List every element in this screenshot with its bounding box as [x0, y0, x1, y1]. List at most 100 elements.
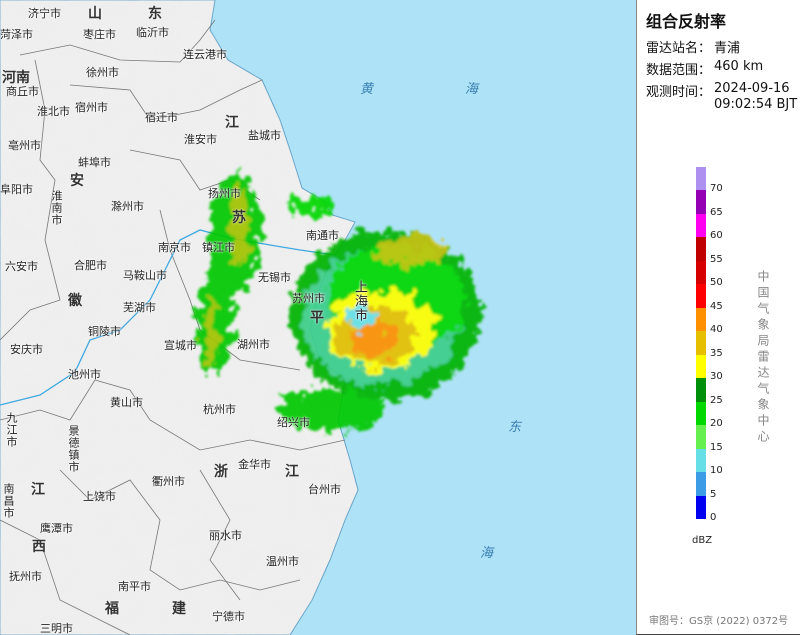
city-label: 亳州市 — [8, 139, 41, 152]
info-panel: 组合反射率 雷达站名： 青浦 数据范围： 460 km 观测时间： 2024-09-1… — [636, 0, 800, 635]
city-label: 三明市 — [40, 622, 73, 635]
city-label: 临沂市 — [136, 26, 169, 39]
city-label: 扬州市 — [208, 187, 241, 200]
city-label: 宿迁市 — [145, 111, 178, 124]
time-clock: 09:02:54 BJT — [714, 97, 798, 112]
legend-tick-label: 5 — [710, 488, 717, 500]
city-label: 南通市 — [306, 229, 339, 242]
city-label: 景德镇市 — [67, 425, 80, 473]
time-label: 观测时间： — [646, 85, 712, 100]
legend-tick-label: 25 — [710, 394, 723, 406]
city-label: 丽水市 — [209, 529, 242, 542]
legend-color-segment — [696, 354, 706, 379]
product-title: 组合反射率 — [646, 12, 727, 31]
legend-tick-label: 35 — [710, 347, 723, 359]
province-label: 建 — [172, 601, 186, 617]
city-label: 淮南市 — [50, 190, 63, 226]
legend-color-segment — [696, 237, 706, 262]
legend-color-segment — [696, 167, 706, 191]
province-label: 江 — [225, 115, 239, 131]
legend-tick-label: 55 — [710, 253, 723, 265]
city-label: 台州市 — [308, 483, 341, 496]
legend-color-segment — [696, 260, 706, 285]
province-label: 河南 — [2, 70, 30, 86]
color-legend-bar — [696, 167, 706, 520]
city-label: 盐城市 — [248, 129, 281, 142]
legend-color-segment — [696, 472, 706, 497]
city-label: 上饶市 — [83, 490, 116, 503]
legend-color-segment — [696, 284, 706, 309]
city-label: 镇江市 — [202, 241, 235, 254]
city-label: 南昌市 — [2, 483, 15, 519]
range-value: 460 km — [714, 59, 764, 74]
city-label: 宿州市 — [75, 101, 108, 114]
city-label: 菏泽市 — [0, 28, 33, 41]
city-label: 蚌埠市 — [78, 156, 111, 169]
yangtze-river — [0, 229, 336, 406]
radar-map[interactable]: 黄 海 东 海 山 东 河南 江 安 苏 徽 浙 江 江 西 福 建 平 济宁市… — [0, 0, 636, 635]
map-canvas — [0, 0, 480, 635]
legend-color-segment — [696, 495, 706, 520]
city-label: 温州市 — [266, 555, 299, 568]
city-label: 苏州市 — [292, 292, 325, 305]
legend-tick-label: 65 — [710, 206, 723, 218]
city-label: 衢州市 — [152, 475, 185, 488]
city-label: 阜阳市 — [0, 183, 33, 196]
legend-tick-label: 40 — [710, 324, 723, 336]
city-label: 南京市 — [158, 241, 191, 254]
legend-tick-label: 15 — [710, 441, 723, 453]
station-row: 雷达站名： 青浦 — [646, 37, 740, 56]
legend-color-segment — [696, 307, 706, 332]
legend-tick-label: 30 — [710, 371, 723, 383]
legend-color-segment — [696, 425, 706, 450]
city-label: 上海市 — [352, 280, 367, 322]
province-label: 福 — [105, 601, 119, 617]
province-label: 苏 — [232, 210, 246, 226]
city-label: 安庆市 — [10, 343, 43, 356]
province-label: 山 — [88, 6, 102, 22]
province-label: 东 — [148, 6, 162, 22]
city-label: 济宁市 — [28, 7, 61, 20]
legend-tick-label: 70 — [710, 183, 723, 195]
range-row: 数据范围： 460 km — [646, 59, 763, 78]
city-label: 池州市 — [68, 368, 101, 381]
legend-unit: dBZ — [692, 535, 713, 546]
province-label: 浙 — [214, 464, 228, 480]
legend-color-segment — [696, 331, 706, 356]
sea-label: 海 — [480, 546, 494, 561]
province-label: 安 — [70, 173, 84, 189]
station-label: 雷达站名： — [646, 41, 712, 56]
city-label: 铜陵市 — [88, 325, 121, 338]
city-label: 湖州市 — [237, 338, 270, 351]
credit-text: 中国气象局雷达气象中心 — [756, 270, 770, 446]
map-approval-number: 审图号：GS京 (2022) 0372号 — [649, 616, 789, 627]
city-label: 宁德市 — [212, 610, 245, 623]
city-label: 芜湖市 — [123, 301, 156, 314]
city-label: 黄山市 — [110, 396, 143, 409]
legend-color-segment — [696, 378, 706, 403]
city-label: 抚州市 — [9, 570, 42, 583]
legend-color-segment — [696, 190, 706, 215]
city-label: 杭州市 — [203, 403, 236, 416]
city-label: 宣城市 — [164, 339, 197, 352]
sea-label: 黄 — [360, 82, 374, 97]
city-label: 南平市 — [118, 580, 151, 593]
province-borders — [0, 19, 346, 635]
legend-tick-label: 20 — [710, 418, 723, 430]
city-label: 马鞍山市 — [123, 269, 167, 282]
legend-color-segment — [696, 448, 706, 473]
legend-tick-label: 0 — [710, 512, 717, 523]
legend-color-segment — [696, 213, 706, 238]
legend-tick-label: 60 — [710, 230, 723, 242]
time-date: 2024-09-16 — [714, 81, 790, 96]
province-label: 平 — [310, 310, 324, 326]
city-label: 鹰潭市 — [40, 522, 73, 535]
city-label: 九江市 — [5, 412, 18, 448]
city-label: 六安市 — [5, 260, 38, 273]
province-label: 江 — [285, 464, 299, 480]
radar-echo — [197, 175, 480, 430]
legend-tick-label: 10 — [710, 465, 723, 477]
city-label: 枣庄市 — [83, 28, 116, 41]
legend-color-segment — [696, 401, 706, 426]
city-label: 淮安市 — [184, 133, 217, 146]
